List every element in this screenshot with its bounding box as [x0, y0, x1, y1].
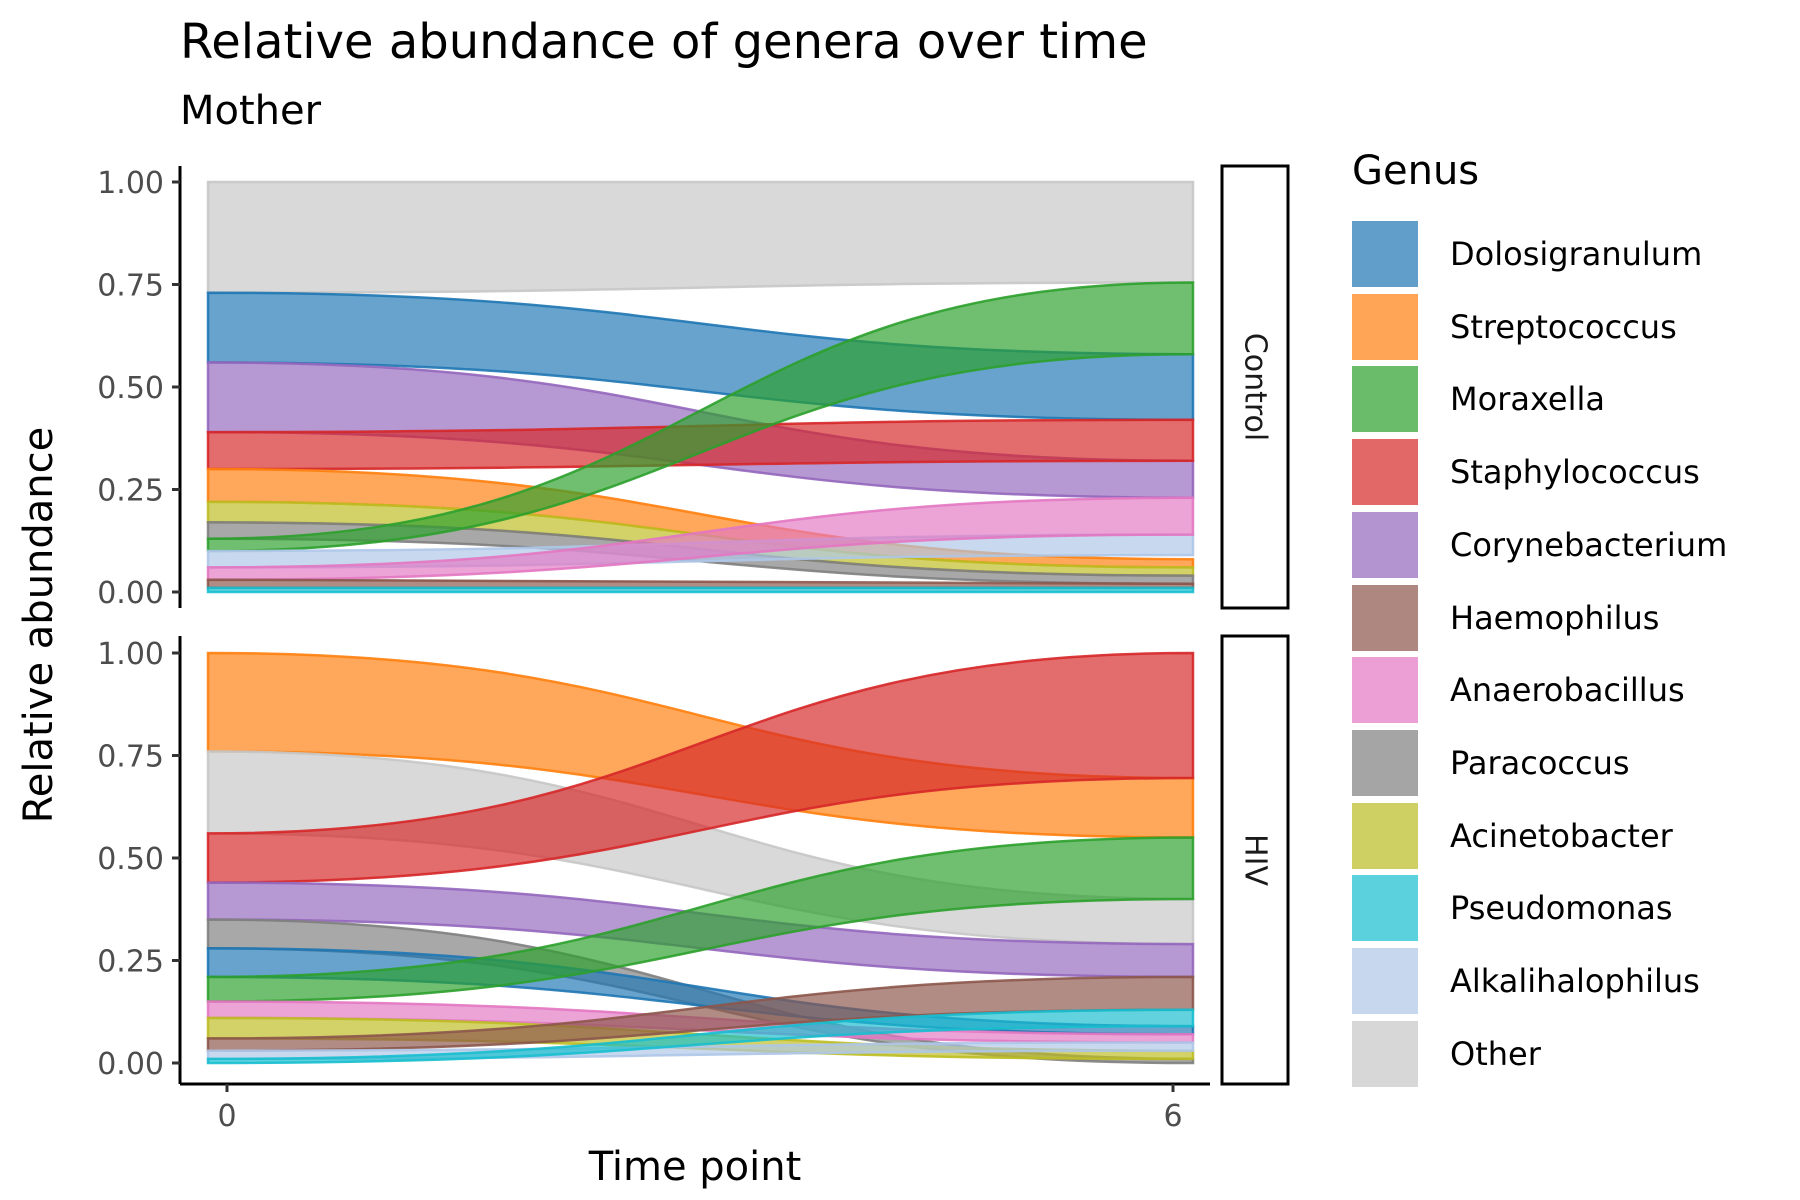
legend-item-dolosigranulum: Dolosigranulum [1352, 221, 1792, 287]
legend-item-streptococcus: Streptococcus [1352, 293, 1792, 360]
legend-swatch [1352, 439, 1418, 506]
legend-item-other: Other [1352, 1020, 1792, 1087]
flow-staphylococcus [206, 651, 1195, 884]
x-tick-label: 6 [1163, 1099, 1182, 1134]
y-tick-label: 0.75 [97, 740, 164, 775]
legend-item-corynebacterium: Corynebacterium [1352, 511, 1792, 578]
legend-label: Anaerobacillus [1450, 671, 1685, 710]
y-tick-label: 0.25 [97, 945, 164, 980]
legend-swatch [1352, 875, 1418, 942]
legend-swatch [1352, 729, 1418, 796]
chart-title: Relative abundance of genera over time [180, 14, 1148, 70]
legend-label: Streptococcus [1450, 307, 1677, 346]
legend-swatch [1352, 584, 1418, 651]
legend-swatch [1352, 221, 1418, 287]
y-axis-title: Relative abundance [16, 427, 62, 823]
x-axis-title: Time point [588, 1144, 802, 1190]
panel-control: 0.00 0.25 0.50 0.75 1.00 Control [97, 164, 1290, 611]
legend-label: Corynebacterium [1450, 525, 1728, 564]
panel-hiv: 0.00 0.25 0.50 0.75 1.00 HIV [97, 634, 1290, 1086]
y-tick-label: 0.25 [97, 474, 164, 509]
facet-strip [1220, 164, 1290, 610]
legend-swatch [1352, 293, 1418, 360]
legend-label: Moraxella [1450, 380, 1605, 419]
facet-label: Control [1238, 333, 1273, 441]
legend-item-anaerobacillus: Anaerobacillus [1352, 657, 1792, 724]
flow-moraxella [206, 281, 1195, 553]
y-tick-label: 0.75 [97, 269, 164, 304]
y-tick-label: 0.50 [97, 371, 164, 406]
y-tick-label: 1.00 [97, 637, 164, 672]
legend-item-pseudomonas: Pseudomonas [1352, 875, 1792, 942]
facet-label: HIV [1238, 834, 1273, 886]
y-tick-label: 0.00 [97, 576, 164, 611]
legend-item-staphylococcus: Staphylococcus [1352, 439, 1792, 506]
chart-subtitle: Mother [180, 88, 322, 134]
legend-swatch [1352, 511, 1418, 578]
legend-swatch [1352, 802, 1418, 869]
legend-swatch [1352, 948, 1418, 1014]
y-tick-label: 1.00 [97, 166, 164, 201]
x-tick-label: 0 [217, 1099, 236, 1134]
legend-label: Other [1450, 1034, 1541, 1073]
legend-item-haemophilus: Haemophilus [1352, 584, 1792, 651]
flow-pseudomonas [206, 586, 1195, 594]
flow-moraxella [206, 836, 1195, 1003]
flow-anaerobacillus [206, 496, 1195, 581]
legend-swatch [1352, 657, 1418, 724]
legend-label: Acinetobacter [1450, 816, 1673, 855]
legend-swatch [1352, 366, 1418, 433]
legend-label: Dolosigranulum [1450, 235, 1703, 273]
legend-label: Alkalihalophilus [1450, 962, 1700, 1000]
flow-pseudomonas [206, 1008, 1195, 1065]
legend-label: Haemophilus [1450, 598, 1660, 637]
legend-item-moraxella: Moraxella [1352, 366, 1792, 433]
legend-label: Paracoccus [1450, 743, 1630, 782]
legend-item-paracoccus: Paracoccus [1352, 729, 1792, 796]
legend-label: Staphylococcus [1450, 453, 1700, 492]
legend-item-acinetobacter: Acinetobacter [1352, 802, 1792, 869]
facet-strip [1220, 634, 1290, 1086]
legend-label: Pseudomonas [1450, 889, 1673, 928]
legend-item-alkalihalophilus: Alkalihalophilus [1352, 948, 1792, 1014]
legend-title: Genus [1352, 148, 1480, 194]
y-tick-label: 0.00 [97, 1047, 164, 1082]
legend-swatch [1352, 1020, 1418, 1087]
flow-other [206, 180, 1195, 294]
y-tick-label: 0.50 [97, 842, 164, 877]
